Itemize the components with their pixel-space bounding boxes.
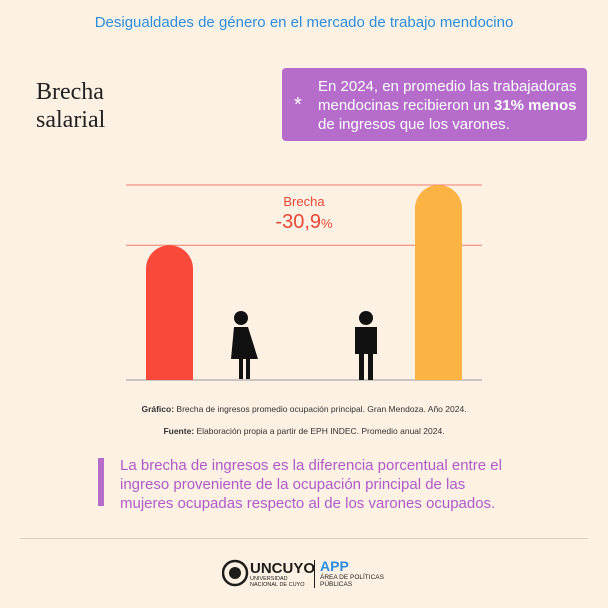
annotation-unit: %: [321, 216, 333, 231]
source-text: Elaboración propia a partir de EPH INDEC…: [194, 426, 445, 436]
header-title: Desigualdades de género en el mercado de…: [94, 14, 514, 31]
uncuyo-logo: [222, 559, 249, 587]
man-icon: [355, 311, 377, 380]
woman-icon: [231, 311, 258, 379]
annotation-label: Brecha: [283, 194, 325, 209]
uncuyo-sub: UNIVERSIDAD NACIONAL DE CUYO: [250, 576, 305, 588]
source-label: Fuente:: [163, 426, 195, 436]
callout-text-part: En 2024, en promedio las trabajadoras me…: [318, 78, 577, 114]
note-bar: [98, 458, 104, 506]
app-sub: ÁREA DE POLÍTICAS PÚBLICAS: [320, 574, 384, 588]
source-caption: Fuente: Elaboración propia a partir de E…: [0, 426, 608, 436]
annotation-value: -30,9%: [275, 211, 333, 233]
callout-text-part: de ingresos que los varones.: [318, 116, 510, 133]
caption-text: Brecha de ingresos promedio ocupación pr…: [174, 404, 467, 414]
app-name: APP: [320, 558, 349, 574]
caption-label: Gráfico:: [141, 404, 175, 414]
callout-text: En 2024, en promedio las trabajadoras me…: [318, 77, 580, 134]
section-title: Brecha salarial: [36, 79, 106, 133]
bar: [146, 245, 193, 380]
note: La brecha de ingresos es la diferencia p…: [120, 457, 502, 512]
logo-separator: [314, 560, 315, 588]
uncuyo-name: UNCUYO: [250, 560, 316, 577]
annotation-number: -30,9: [275, 211, 321, 233]
chart-caption: Gráfico: Brecha de ingresos promedio ocu…: [0, 404, 608, 414]
bar: [415, 185, 462, 380]
divider: [20, 538, 588, 539]
callout-highlight: 31% menos: [493, 97, 577, 114]
asterisk: *: [294, 94, 302, 116]
callout: * En 2024, en promedio las trabajadoras …: [282, 68, 587, 141]
